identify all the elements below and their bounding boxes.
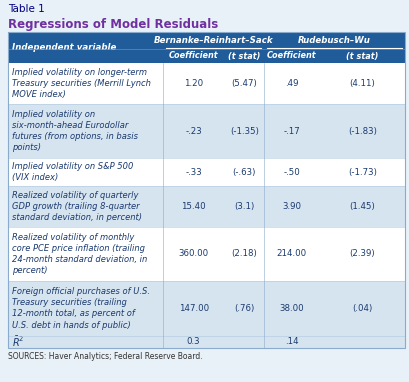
Bar [8,336,404,348]
Text: Coefficient: Coefficient [169,52,218,60]
Text: Implied volatility on
six-month-ahead Eurodollar
futures (from options, in basis: Implied volatility on six-month-ahead Eu… [12,110,138,152]
Text: (-1.35): (-1.35) [229,127,258,136]
Text: (2.18): (2.18) [231,249,256,258]
Text: (5.47): (5.47) [231,79,256,88]
Text: (t stat): (t stat) [227,52,260,60]
Text: .49: .49 [284,79,298,88]
Text: Implied volatility on longer-term
Treasury securities (Merrill Lynch
MOVE index): Implied volatility on longer-term Treasu… [12,68,151,99]
Text: (-1.83): (-1.83) [347,127,376,136]
Text: 15.40: 15.40 [181,202,205,210]
Bar [8,227,404,281]
Text: Foreign official purchases of U.S.
Treasury securities (trailing
12-month total,: Foreign official purchases of U.S. Treas… [12,287,150,330]
Bar [8,159,404,186]
Text: 360.00: 360.00 [178,249,208,258]
Bar [8,63,404,104]
Text: 214.00: 214.00 [276,249,306,258]
Text: Rudebusch–Wu: Rudebusch–Wu [297,36,370,45]
Text: Coefficient: Coefficient [266,52,316,60]
Text: $\bar{R}^2$: $\bar{R}^2$ [12,335,25,349]
Text: (.76): (.76) [234,304,254,313]
Text: 0.3: 0.3 [187,337,200,346]
Text: (-.63): (-.63) [232,168,255,176]
Text: -.23: -.23 [185,127,202,136]
Text: (4.11): (4.11) [348,79,374,88]
Text: 147.00: 147.00 [178,304,208,313]
Text: Regressions of Model Residuals: Regressions of Model Residuals [8,18,218,31]
Text: .14: .14 [284,337,298,346]
Text: -.50: -.50 [283,168,299,176]
Text: (2.39): (2.39) [348,249,374,258]
Text: 1.20: 1.20 [184,79,203,88]
Text: -.33: -.33 [185,168,202,176]
Bar [8,32,404,348]
Text: 38.00: 38.00 [279,304,303,313]
Text: SOURCES: Haver Analytics; Federal Reserve Board.: SOURCES: Haver Analytics; Federal Reserv… [8,352,202,361]
Text: Realized volatility of quarterly
GDP growth (trailing 8-quarter
standard deviati: Realized volatility of quarterly GDP gro… [12,191,142,222]
Text: Table 1: Table 1 [8,4,45,14]
Bar [8,281,404,336]
Text: (t stat): (t stat) [345,52,378,60]
Text: (-1.73): (-1.73) [347,168,376,176]
Text: Realized volatility of monthly
core PCE price inflation (trailing
24-month stand: Realized volatility of monthly core PCE … [12,233,147,275]
Bar [8,104,404,159]
Text: -.17: -.17 [283,127,299,136]
Bar [8,186,404,227]
Text: (3.1): (3.1) [234,202,254,210]
Text: Implied volatility on S&P 500
(VIX index): Implied volatility on S&P 500 (VIX index… [12,162,133,182]
Text: Bernanke–Reinhart–Sack: Bernanke–Reinhart–Sack [153,36,272,45]
Text: (1.45): (1.45) [348,202,374,210]
Bar [8,32,404,63]
Text: 3.90: 3.90 [282,202,301,210]
Text: (.04): (.04) [351,304,371,313]
Text: Independent variable: Independent variable [12,43,116,52]
